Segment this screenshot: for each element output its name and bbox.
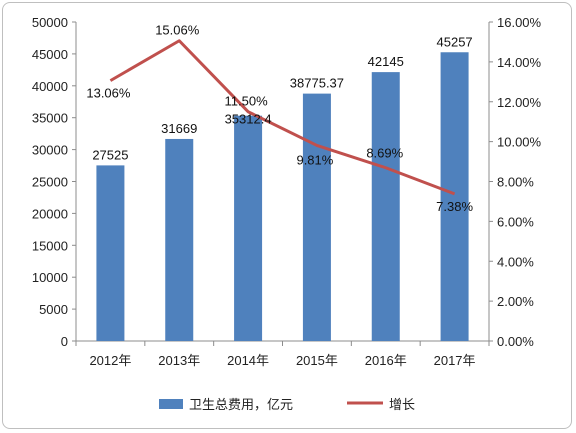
line-value-label: 15.06%	[155, 23, 200, 38]
y-tick-label-right: 2.00%	[497, 294, 534, 309]
y-tick-label-left: 35000	[32, 111, 68, 126]
y-tick-label-left: 25000	[32, 175, 68, 190]
axes-group: 0 5000 10000 15000 20000 25000 30000 35000 40000…	[32, 15, 542, 368]
bar	[234, 115, 263, 342]
data-labels-group: 27525 31669 35312.4 38775.37 42145 45257 13.06…	[86, 23, 473, 214]
bar	[440, 52, 469, 341]
y-tick-label-right: 16.00%	[497, 15, 542, 30]
y-tick-label-left: 30000	[32, 143, 68, 158]
x-tick-label: 2014年	[227, 353, 269, 368]
bar-value-label: 27525	[92, 147, 128, 162]
legend-label-line: 增长	[389, 398, 415, 413]
x-tick-label: 2013年	[158, 353, 200, 368]
line-value-label: 8.69%	[366, 146, 403, 161]
bar	[371, 72, 400, 341]
y-tick-label-right: 8.00%	[497, 175, 534, 190]
y-tick-label-left: 5000	[39, 302, 68, 317]
bar	[165, 138, 194, 341]
bar-value-label: 42145	[368, 54, 404, 69]
y-tick-label-left: 45000	[32, 47, 68, 62]
bar	[302, 93, 331, 342]
bar-value-label: 35312.4	[225, 112, 272, 127]
bar	[96, 165, 125, 341]
bar-value-label: 45257	[437, 34, 473, 49]
y-tick-label-right: 6.00%	[497, 214, 534, 229]
x-tick-label: 2015年	[296, 353, 338, 368]
growth-line	[109, 39, 456, 196]
y-tick-label-left: 0	[61, 334, 68, 349]
line-value-label: 11.50%	[225, 94, 269, 109]
y-tick-label-left: 15000	[32, 238, 68, 253]
line-value-label: 9.81%	[296, 152, 333, 167]
line-value-label: 13.06%	[86, 86, 131, 101]
legend: 卫生总费用，亿元 增长	[159, 398, 415, 413]
y-tick-label-right: 10.00%	[497, 135, 542, 150]
line-group	[109, 39, 456, 196]
y-tick-label-left: 40000	[32, 79, 68, 94]
bar-value-label: 31669	[161, 121, 197, 136]
x-tick-label: 2017年	[434, 353, 476, 368]
y-tick-label-left: 20000	[32, 206, 68, 221]
y-tick-label-left: 10000	[32, 270, 68, 285]
y-tick-label-right: 12.00%	[497, 95, 542, 110]
legend-label-bar: 卫生总费用，亿元	[189, 398, 293, 413]
x-tick-label: 2016年	[365, 353, 407, 368]
legend-swatch-bar	[159, 399, 183, 409]
y-tick-label-right: 0.00%	[497, 334, 534, 349]
y-tick-label-left: 50000	[32, 15, 68, 30]
line-value-label: 7.38%	[436, 199, 473, 214]
bar-value-label: 38775.37	[290, 76, 344, 91]
y-tick-label-right: 4.00%	[497, 254, 534, 269]
x-tick-label: 2012年	[89, 353, 131, 368]
bars-group	[96, 52, 469, 342]
y-tick-label-right: 14.00%	[497, 55, 542, 70]
